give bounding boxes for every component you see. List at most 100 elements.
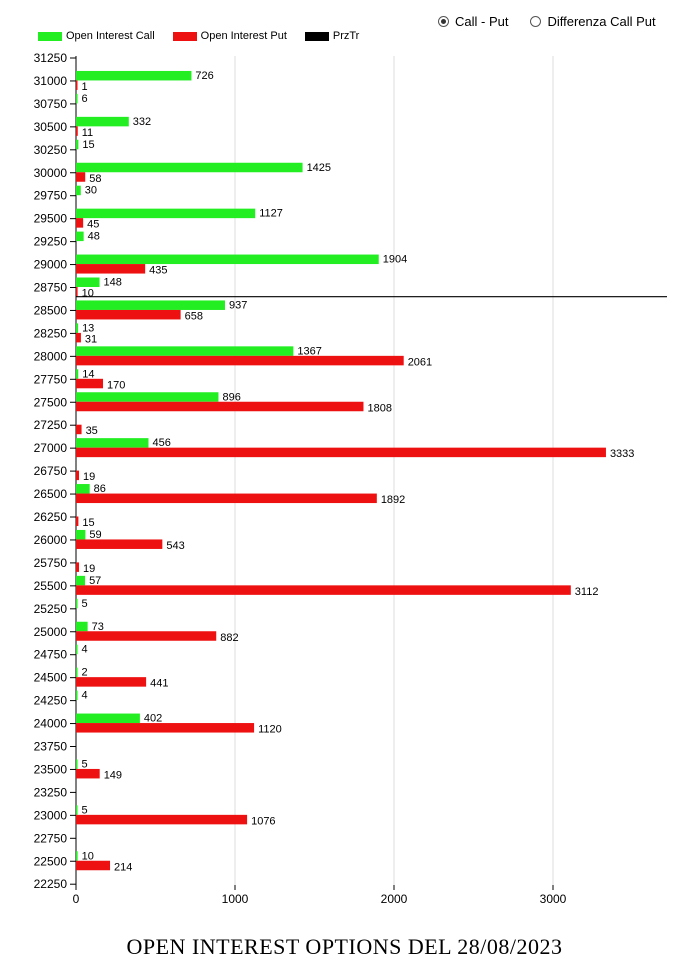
y-tick-label: 29750 (34, 189, 68, 203)
put-value-label: 58 (89, 173, 101, 185)
y-tick-label: 27750 (34, 372, 68, 386)
open-interest-chart: 0 1000 2000 3000 31250 31000 30750 30500 30250 30… (34, 51, 667, 906)
put-value-label: 1808 (367, 402, 391, 414)
call-value-label: 86 (94, 483, 106, 495)
y-tick-label: 27250 (34, 418, 68, 432)
y-tick-label: 31250 (34, 51, 68, 65)
x-tick-label: 0 (73, 892, 80, 906)
y-tick-label: 23750 (34, 740, 68, 754)
put-bar (76, 447, 606, 458)
call-bar (76, 851, 78, 861)
call-value-label: 5 (82, 598, 88, 610)
call-bar (76, 759, 78, 769)
radio-unselected-icon[interactable] (530, 16, 542, 27)
put-value-label: 11 (82, 127, 93, 139)
call-value-label: 1127 (259, 208, 283, 220)
call-bar (76, 139, 79, 150)
put-bar (76, 218, 84, 228)
y-tick-label: 24750 (34, 648, 68, 662)
call-value-label: 73 (92, 621, 104, 633)
y-tick-label: 25000 (34, 625, 68, 639)
put-bar (76, 585, 571, 595)
put-bar (76, 562, 80, 572)
put-value-label: 19 (83, 563, 95, 575)
call-value-label: 59 (89, 529, 101, 541)
y-tick-label: 31000 (34, 74, 68, 88)
legend-label-put: Open Interest Put (200, 30, 287, 42)
y-tick-label: 28250 (34, 326, 68, 340)
y-tick-label: 22250 (34, 877, 68, 891)
put-value-label: 45 (87, 219, 99, 231)
put-value-label: 170 (107, 379, 125, 391)
call-value-label: 148 (104, 277, 122, 289)
y-tick-label: 23500 (34, 762, 68, 776)
y-tick-label: 26000 (34, 533, 68, 547)
put-value-label: 1076 (251, 815, 275, 827)
y-tick-label: 26250 (34, 510, 68, 524)
y-tick-label: 24500 (34, 671, 68, 685)
put-value-label: 658 (185, 310, 203, 322)
y-tick-label: 24250 (34, 694, 68, 708)
call-value-label: 15 (82, 139, 94, 151)
put-bar (76, 860, 111, 871)
y-tick-label: 25500 (34, 579, 68, 593)
put-bar (76, 516, 79, 526)
call-bar (76, 208, 256, 219)
radio-call-put[interactable]: Call - Put (438, 14, 508, 29)
y-tick-label: 23250 (34, 785, 68, 799)
y-tick-label: 30250 (34, 143, 68, 157)
call-bar (76, 277, 100, 287)
put-bar (76, 309, 181, 320)
call-value-label: 57 (89, 575, 101, 587)
put-bar (76, 631, 217, 641)
view-mode-radio-group: Call - Put Differenza Call Put (438, 14, 656, 29)
call-value-label: 402 (144, 713, 162, 725)
legend-swatch-prztr (304, 31, 329, 41)
put-bar (76, 470, 80, 481)
put-value-label: 3112 (575, 586, 599, 598)
call-bar (76, 254, 379, 265)
put-value-label: 10 (82, 288, 94, 300)
y-tick-label: 22500 (34, 854, 68, 868)
y-tick-label: 30000 (34, 166, 68, 180)
legend-item-put: Open Interest Put (172, 30, 287, 42)
call-value-label: 5 (82, 758, 88, 770)
put-value-label: 35 (86, 425, 98, 437)
call-bar (76, 300, 225, 310)
put-bar (76, 172, 86, 182)
y-tick-label: 27000 (34, 441, 68, 455)
call-value-label: 456 (153, 437, 171, 449)
call-value-label: 48 (88, 231, 100, 243)
radio-differenza-label: Differenza Call Put (547, 14, 656, 29)
call-value-label: 30 (85, 185, 97, 197)
radio-differenza-call-put[interactable]: Differenza Call Put (530, 14, 656, 29)
put-bar (76, 814, 248, 825)
call-bar (76, 162, 303, 173)
call-bar (76, 369, 79, 379)
y-tick-label: 25750 (34, 556, 68, 570)
put-bar (76, 677, 147, 687)
call-bar (76, 392, 219, 402)
radio-selected-icon[interactable] (438, 16, 449, 27)
put-value-label: 15 (82, 517, 94, 529)
call-bar (76, 70, 192, 81)
put-bar (76, 264, 146, 274)
put-value-label: 214 (114, 861, 132, 873)
y-tick-label: 26500 (34, 487, 68, 501)
call-value-label: 1367 (297, 345, 321, 357)
legend-swatch-put (172, 31, 197, 41)
y-tick-label: 22750 (34, 831, 68, 845)
y-tick-label: 28000 (34, 349, 68, 363)
call-value-label: 14 (82, 368, 94, 380)
put-value-label: 1120 (258, 724, 282, 736)
call-value-label: 1904 (383, 254, 407, 266)
call-bar (76, 644, 78, 655)
y-tick-label: 28500 (34, 303, 68, 317)
call-value-label: 6 (82, 93, 88, 105)
call-bar (76, 598, 78, 609)
call-value-label: 937 (229, 299, 247, 311)
y-tick-label: 30750 (34, 97, 68, 111)
y-tick-label: 30500 (34, 120, 68, 134)
put-value-label: 1892 (381, 494, 405, 506)
legend-label-prztr: PrzTr (332, 30, 360, 42)
